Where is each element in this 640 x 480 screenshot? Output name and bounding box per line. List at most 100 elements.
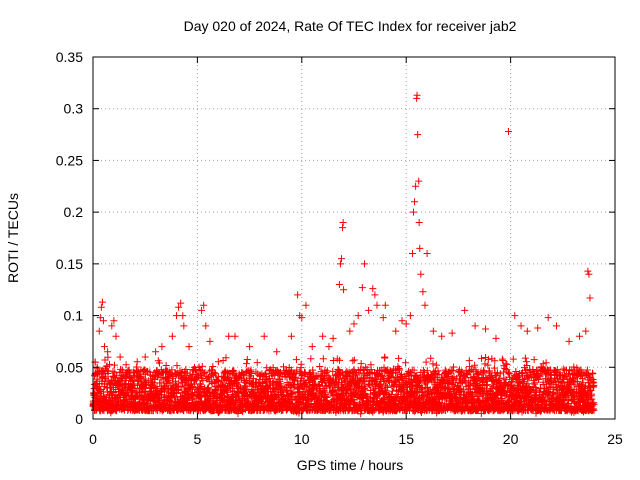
data-point	[498, 355, 506, 363]
data-point	[407, 371, 415, 379]
data-point	[383, 383, 391, 391]
data-point	[214, 358, 222, 366]
x-tick-label: 20	[503, 431, 519, 447]
data-point	[173, 384, 181, 392]
data-point	[99, 317, 107, 325]
data-point	[415, 177, 423, 185]
data-point	[559, 365, 567, 373]
data-point	[240, 372, 248, 380]
data-point	[177, 383, 185, 391]
data-point	[350, 320, 358, 328]
data-point	[531, 379, 539, 387]
data-point	[521, 354, 529, 362]
data-point	[524, 373, 532, 381]
data-point	[501, 364, 509, 372]
data-point	[371, 291, 379, 299]
data-point	[336, 356, 344, 364]
data-point	[340, 286, 348, 294]
data-point	[438, 332, 446, 340]
data-point	[300, 390, 308, 398]
data-point	[367, 386, 375, 394]
data-point	[162, 361, 170, 369]
data-point	[585, 270, 593, 278]
data-point	[104, 348, 112, 356]
data-point	[336, 260, 344, 268]
data-point	[432, 361, 440, 369]
data-point	[329, 334, 337, 342]
data-point	[133, 363, 141, 371]
data-point	[448, 329, 456, 337]
data-point	[421, 301, 429, 309]
data-point	[298, 314, 306, 322]
data-point	[505, 127, 513, 135]
data-point	[408, 250, 416, 258]
data-point	[434, 367, 442, 375]
y-tick-label: 0.2	[64, 204, 84, 220]
x-tick-label: 15	[398, 431, 414, 447]
data-point	[273, 348, 281, 356]
tick-labels: 0 5 10 15 20 25 0 0.05 0.1 0.15 0.2 0.25 0.3 0.35	[56, 49, 623, 447]
data-point	[520, 375, 528, 383]
y-tick-label: 0.25	[56, 152, 83, 168]
data-point	[260, 332, 268, 340]
data-point	[423, 250, 431, 258]
data-point	[481, 360, 489, 368]
data-point	[287, 389, 295, 397]
data-point	[302, 383, 310, 391]
data-point	[106, 360, 114, 368]
data-point	[101, 378, 109, 386]
data-point	[270, 385, 278, 393]
data-point	[173, 312, 181, 320]
data-point	[215, 378, 223, 386]
data-point	[210, 369, 218, 377]
data-point	[480, 368, 488, 376]
data-point	[395, 354, 403, 362]
data-point	[315, 382, 323, 390]
data-point	[417, 270, 425, 278]
data-point	[410, 208, 418, 216]
data-point	[168, 374, 176, 382]
data-point	[233, 379, 241, 387]
data-point	[574, 377, 582, 385]
data-point	[387, 391, 395, 399]
x-tick-label: 0	[89, 431, 97, 447]
data-points	[89, 91, 598, 418]
data-point	[590, 400, 598, 408]
data-point	[346, 327, 354, 335]
data-point	[406, 312, 414, 320]
data-point	[246, 343, 254, 351]
data-point	[373, 301, 381, 309]
data-point	[509, 355, 517, 363]
data-point	[414, 131, 422, 139]
data-point	[276, 369, 284, 377]
data-point	[311, 379, 319, 387]
data-point	[590, 406, 598, 414]
data-point	[182, 366, 190, 374]
data-point	[110, 317, 118, 325]
data-point	[335, 366, 343, 374]
data-point	[369, 285, 377, 293]
data-point	[288, 390, 296, 398]
x-tick-label: 25	[607, 431, 623, 447]
data-point	[108, 322, 116, 330]
data-point	[416, 244, 424, 252]
data-point	[381, 301, 389, 309]
data-point	[360, 260, 368, 268]
data-point	[279, 388, 287, 396]
data-point	[231, 332, 239, 340]
data-point	[381, 353, 389, 361]
data-point	[292, 369, 300, 377]
data-point	[471, 322, 479, 330]
data-point	[505, 370, 513, 378]
data-point	[392, 327, 400, 335]
data-point	[308, 343, 316, 351]
data-point	[360, 377, 368, 385]
data-point	[174, 387, 182, 395]
data-point	[319, 332, 327, 340]
data-point	[173, 371, 181, 379]
data-point	[292, 356, 300, 364]
data-point	[323, 367, 331, 375]
data-point	[534, 324, 542, 332]
data-point	[108, 380, 116, 388]
